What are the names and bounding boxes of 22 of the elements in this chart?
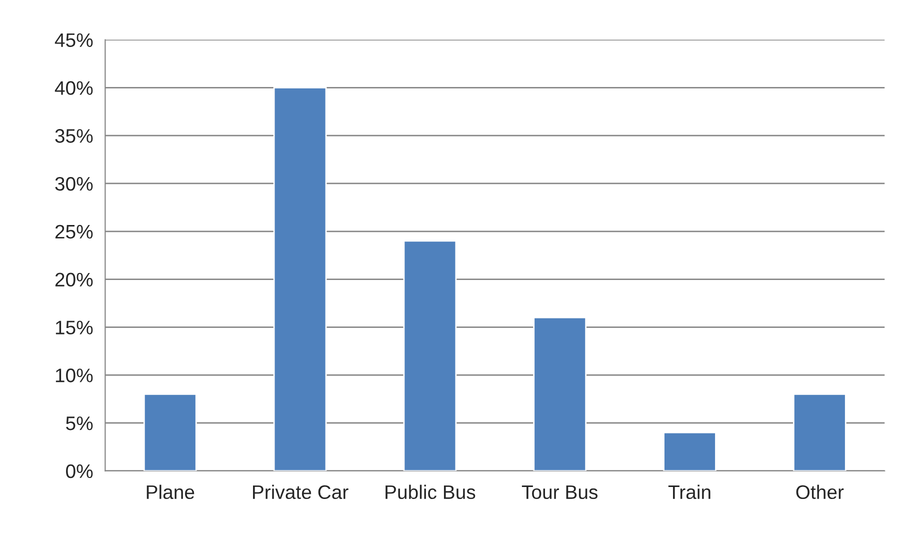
bar (143, 394, 197, 471)
y-tick-label: 5% (66, 416, 93, 430)
y-tick-label: 25% (55, 224, 93, 239)
bar (663, 432, 716, 471)
y-tick-label: 15% (56, 320, 93, 334)
y-tick-label: 30% (55, 176, 93, 191)
bar (533, 316, 587, 471)
y-tick-label: 20% (55, 272, 93, 287)
x-tick-label: Train (668, 484, 710, 500)
x-tick-label: Other (796, 484, 844, 500)
x-tick-label: Public Bus (386, 484, 476, 500)
bar (403, 240, 457, 471)
y-tick-label: 40% (54, 81, 93, 95)
x-tick-label: Plane (146, 484, 194, 500)
x-tick-label: Tour Bus (522, 485, 598, 500)
y-tick-label: 45% (54, 33, 93, 48)
y-tick-label: 35% (55, 129, 93, 143)
bar (273, 86, 327, 471)
x-tick-label: Private Car (253, 484, 348, 500)
bar (792, 394, 846, 471)
y-tick-label: 10% (56, 368, 93, 382)
y-tick-label: 0% (66, 464, 93, 478)
